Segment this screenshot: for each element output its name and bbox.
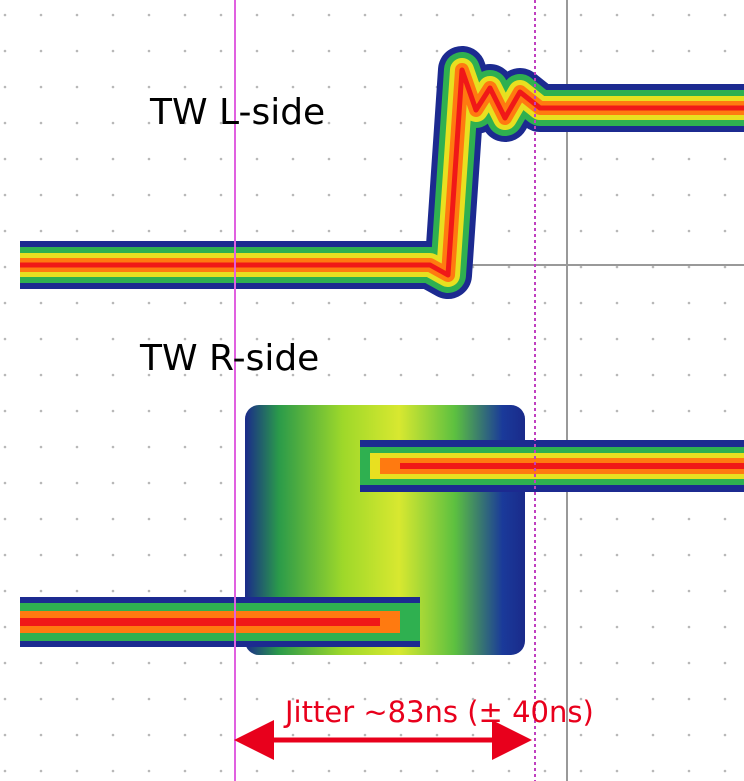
scope-screen: TW L-side TW R-side Jitter ~83ns (± 40ns… — [0, 0, 744, 781]
trace-label: TW L-side — [149, 92, 325, 133]
trace-label: TW R-side — [139, 338, 319, 379]
jitter-annotation: Jitter ~83ns (± 40ns) — [283, 695, 594, 729]
page: TW L-side TW R-side Jitter ~83ns (± 40ns… — [0, 0, 744, 781]
